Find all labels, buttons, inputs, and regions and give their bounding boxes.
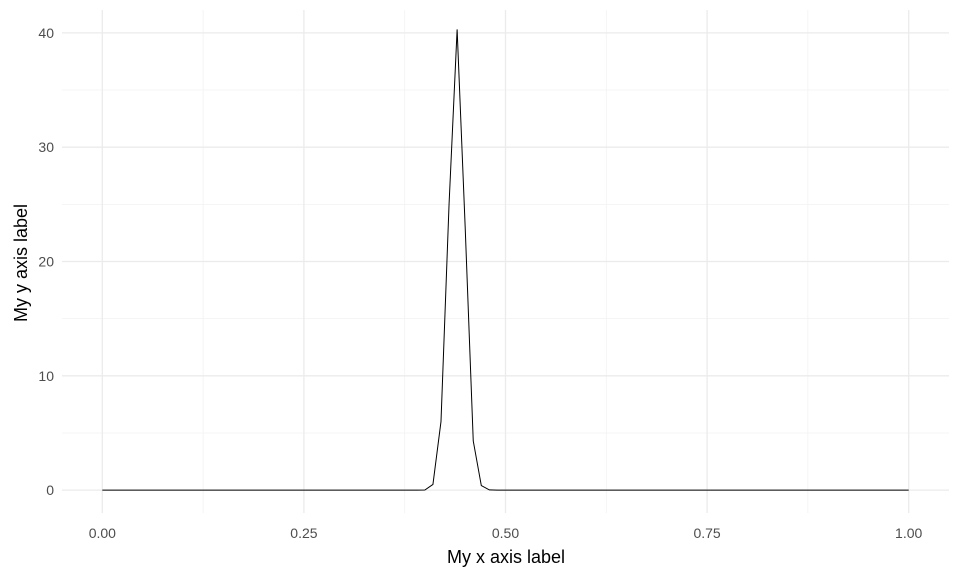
x-axis-ticks: 0.00 0.25 0.50 0.75 1.00 [89,525,923,541]
y-axis-ticks: 0 10 20 30 40 [38,25,54,498]
x-tick-label: 0.50 [492,525,519,541]
x-tick-label: 1.00 [895,525,922,541]
x-axis-title: My x axis label [447,547,565,567]
x-tick-label: 0.75 [693,525,720,541]
series-line [102,29,909,491]
y-tick-label: 30 [38,139,54,155]
y-tick-label: 10 [38,368,54,384]
major-grid [62,10,949,513]
y-tick-label: 40 [38,25,54,41]
series-layer [102,29,909,491]
y-tick-label: 20 [38,254,54,270]
y-axis-title: My y axis label [11,204,31,322]
x-tick-label: 0.25 [290,525,317,541]
y-tick-label: 0 [46,482,54,498]
x-tick-label: 0.00 [89,525,116,541]
